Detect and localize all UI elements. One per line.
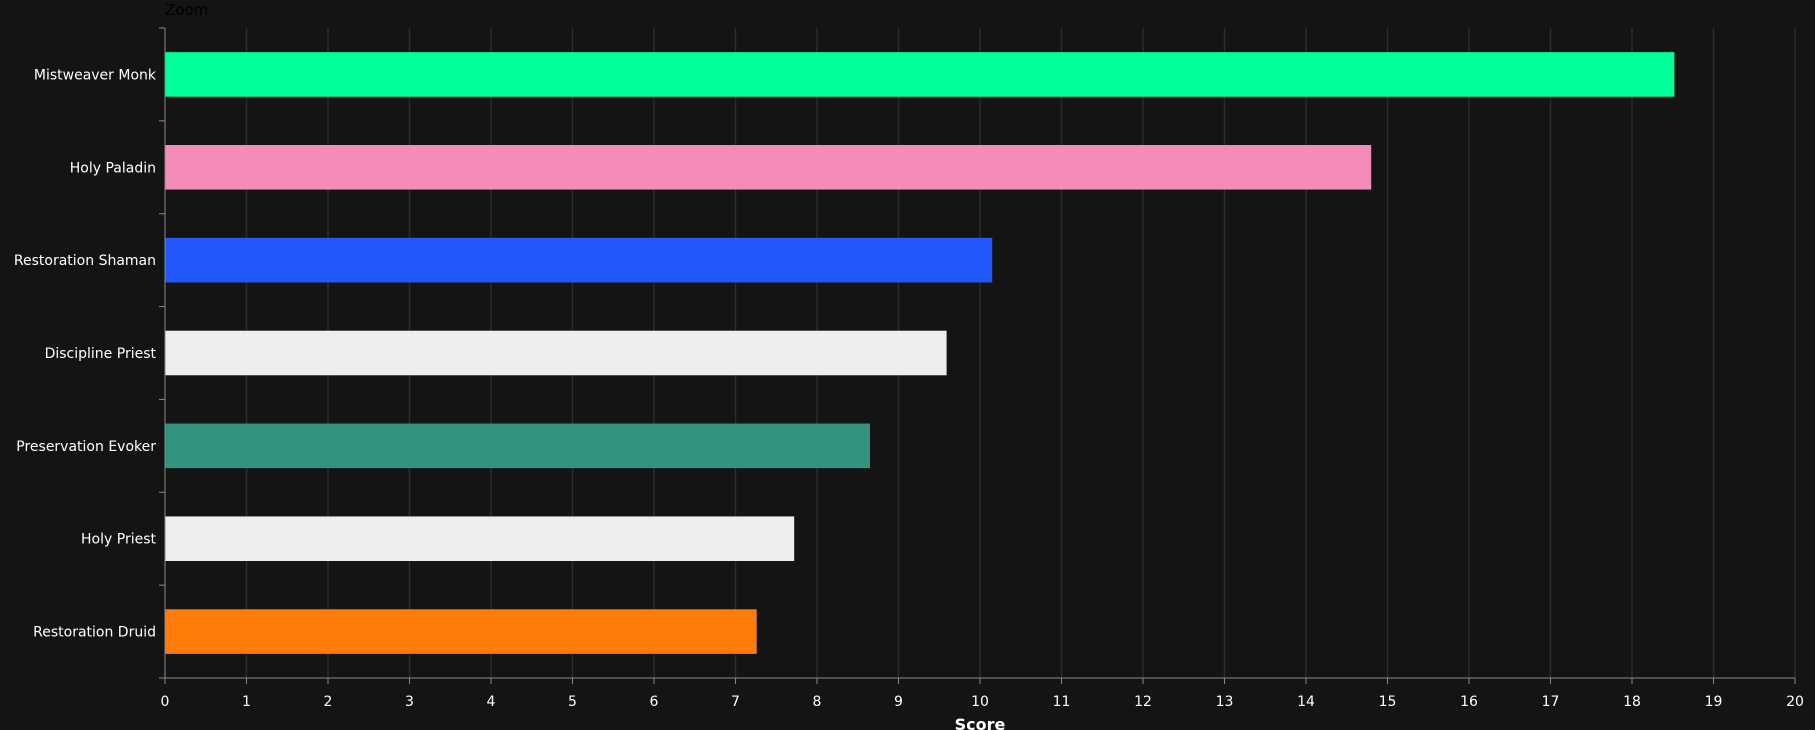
category-label: Restoration Shaman [14,253,156,269]
x-tick-label: 12 [1134,694,1152,710]
bar-mistweaver-monk[interactable] [165,52,1675,97]
x-tick-label: 10 [971,694,989,710]
bar-preservation-evoker[interactable] [165,423,870,469]
category-label: Mistweaver Monk [34,67,157,83]
x-tick-label: 7 [731,694,740,710]
bar-discipline-priest[interactable] [165,330,947,376]
category-labels: Mistweaver Monk Holy Paladin Restoration S… [14,67,157,640]
x-tick-label: 17 [1542,694,1560,710]
x-tick-label: 1 [242,694,251,710]
x-tick-label: 19 [1705,694,1723,710]
bar-holy-priest[interactable] [165,516,795,561]
x-tick-label: 6 [650,694,659,710]
category-label: Preservation Evoker [16,439,156,455]
x-tick-labels: 0 1 2 3 4 5 6 7 8 9 10 11 12 13 14 15 16 17 18 19 20 [161,694,1804,710]
x-tick-label: 8 [813,694,822,710]
x-tick-label: 11 [1053,694,1071,710]
x-tick-label: 18 [1623,694,1641,710]
x-tick-label: 20 [1786,694,1804,710]
bar-restoration-druid[interactable] [165,609,757,654]
x-tick-label: 4 [487,694,496,710]
category-label: Discipline Priest [45,346,157,362]
x-tick-label: 14 [1297,694,1315,710]
bar-restoration-shaman[interactable] [165,237,993,283]
category-label: Holy Priest [81,532,156,548]
axes [159,27,1796,684]
x-tick-label: 9 [894,694,903,710]
x-axis-title: Score [955,715,1006,730]
x-tick-label: 3 [405,694,414,710]
zoom-button[interactable]: Zoom [165,1,209,19]
x-tick-label: 5 [568,694,577,710]
category-label: Restoration Druid [33,625,156,641]
x-tick-label: 16 [1460,694,1478,710]
bar-holy-paladin[interactable] [165,145,1372,190]
x-tick-label: 13 [1216,694,1234,710]
x-tick-label: 15 [1379,694,1397,710]
x-tick-label: 2 [324,694,333,710]
bars [165,52,1675,654]
category-label: Holy Paladin [70,160,156,176]
x-tick-label: 0 [161,694,170,710]
